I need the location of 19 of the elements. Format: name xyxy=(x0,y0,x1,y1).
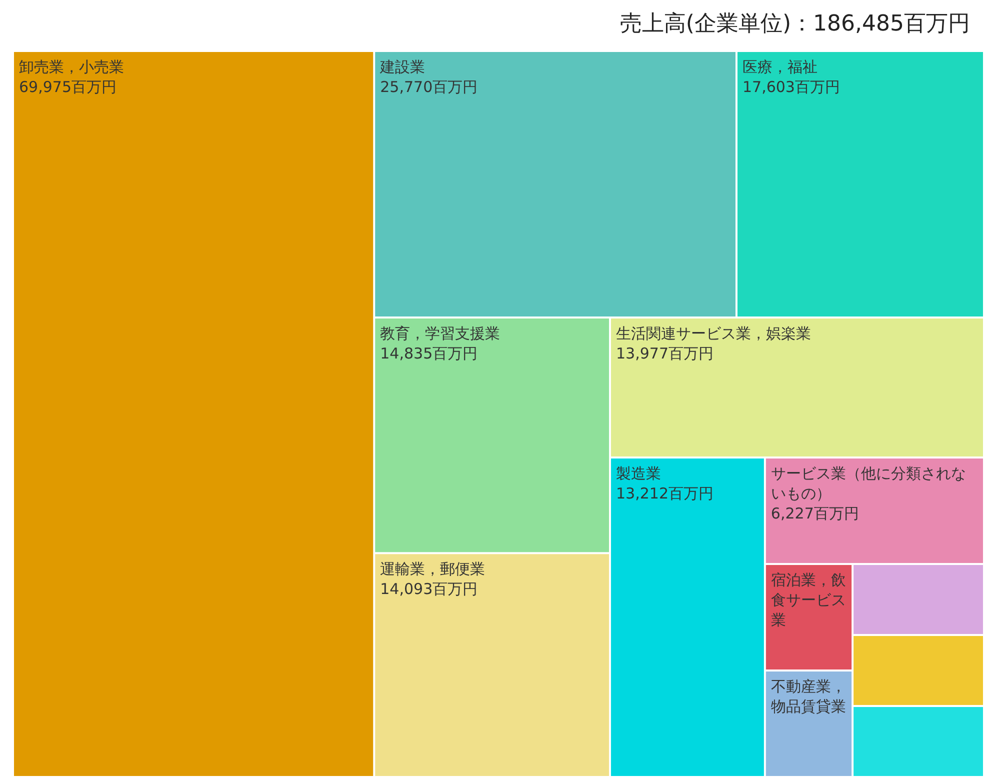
text: 売上高(企業単位)：186,485百万円 xyxy=(620,12,970,36)
data-label: 17,603百万円 xyxy=(742,78,840,96)
data-label: 25,770百万円 xyxy=(380,78,478,96)
category-label: 宿泊業，飲食サービス業 xyxy=(770,570,846,629)
category-label: 医療，福祉 xyxy=(742,58,818,76)
category-label: 卸売業，小売業 xyxy=(19,58,124,76)
category-label: サービス業（他に分類されないもの） xyxy=(770,464,966,502)
category-label: 製造業 xyxy=(616,464,661,482)
category-label: 運輸業，郵便業 xyxy=(380,560,486,578)
data-label: 14,835百万円 xyxy=(380,344,478,362)
data-label: 6,227百万円 xyxy=(770,504,859,522)
category-label: 建設業 xyxy=(379,58,426,76)
category-label: 生活関連サービス業，娯楽業 xyxy=(616,324,811,342)
data-label: 13,212百万円 xyxy=(616,484,714,502)
category-label: 不動産業，物品賃貸業 xyxy=(770,677,846,716)
data-label: 69,975百万円 xyxy=(19,78,116,96)
category-label: 教育，学習支援業 xyxy=(380,324,500,342)
data-label: 13,977百万円 xyxy=(616,344,714,362)
data-label: 14,093百万円 xyxy=(380,580,478,598)
